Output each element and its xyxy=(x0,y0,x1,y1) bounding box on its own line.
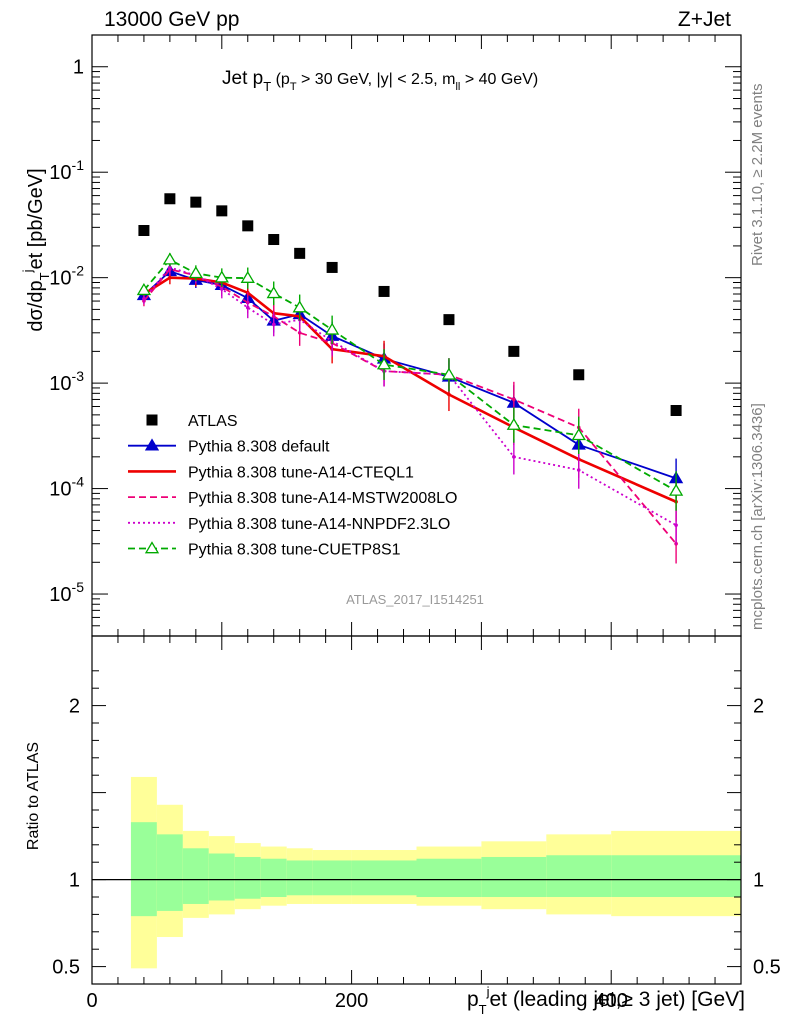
data-point xyxy=(162,252,178,265)
header-right: Z+Jet xyxy=(678,8,731,31)
data-point xyxy=(668,483,684,496)
legend-marker xyxy=(144,438,160,451)
ratio-inner-band xyxy=(312,860,352,896)
data-point xyxy=(188,266,203,279)
x-tick-label: 400 xyxy=(595,990,628,1012)
ratio-plot-panel: 0 200 400 0.5 0.5 1 1 2 2 xyxy=(52,635,781,1012)
data-point xyxy=(571,428,586,441)
ratio-inner-band xyxy=(351,860,417,896)
legend-swatch xyxy=(146,414,158,426)
series-0 xyxy=(138,193,682,416)
data-point xyxy=(190,196,202,208)
mcplots-label: mcplots.cern.ch [arXiv:1306.3436] xyxy=(749,403,766,630)
data-point xyxy=(240,270,255,283)
y-tick-label: 10-5 xyxy=(49,579,84,606)
ratio-y-tick-label: 1 xyxy=(69,870,80,892)
rivet-label: Rivet 3.1.10, ≥ 2.2M events xyxy=(749,84,766,267)
y-tick-label: 10-2 xyxy=(49,263,84,290)
legend-marker xyxy=(144,541,160,554)
data-point xyxy=(670,404,682,416)
data-point xyxy=(674,523,678,527)
ratio-y-tick-label-right: 0.5 xyxy=(753,957,781,979)
ratio-inner-band xyxy=(130,822,157,917)
data-point xyxy=(447,392,451,397)
data-point xyxy=(294,247,306,259)
data-point xyxy=(573,369,585,381)
data-point xyxy=(324,322,340,335)
data-point xyxy=(220,287,224,291)
legend-label: Pythia 8.308 tune-A14-MSTW2008LO xyxy=(188,490,457,507)
ratio-inner-band xyxy=(208,853,235,901)
ratio-inner-band xyxy=(481,856,547,897)
ratio-inner-band xyxy=(416,858,482,897)
main-ylabel: dσ/dpTjet [pb/GeV] xyxy=(20,168,52,331)
data-point xyxy=(508,345,520,357)
y-tick-label: 1 xyxy=(73,57,84,79)
main-plot-panel: 10-5 10-4 10-3 10-2 10-1 1 xyxy=(49,34,742,637)
plot-title: Jet pT (pT > 30 GeV, |y| < 2.5, mll > 40… xyxy=(222,68,538,94)
ratio-inner-band xyxy=(156,834,183,911)
data-point xyxy=(242,220,254,232)
series-5 xyxy=(136,252,684,511)
header-left: 13000 GeV pp xyxy=(104,8,239,31)
y-tick-label: 10-3 xyxy=(49,368,84,395)
ratio-inner-band xyxy=(182,848,209,904)
data-point xyxy=(512,397,516,402)
legend-label: Pythia 8.308 tune-CUETP8S1 xyxy=(188,542,401,559)
data-point xyxy=(164,193,176,205)
x-tick-label: 0 xyxy=(86,990,97,1012)
y-tick-label: 10-4 xyxy=(49,474,84,501)
series-2 xyxy=(142,270,678,522)
ratio-frame xyxy=(91,635,742,985)
data-point xyxy=(271,322,276,327)
data-point xyxy=(168,265,172,270)
ratio-inner-band xyxy=(234,856,261,899)
data-point xyxy=(376,357,392,370)
legend: ATLAS Pythia 8.308 default Pythia 8.308 tu… xyxy=(128,413,457,559)
ratio-inner-band xyxy=(546,855,612,897)
data-point xyxy=(297,331,302,335)
series-1 xyxy=(136,263,684,499)
series-line xyxy=(143,258,677,492)
data-point xyxy=(268,234,280,246)
ratio-inner-band xyxy=(611,855,741,897)
data-point xyxy=(326,261,338,273)
data-point xyxy=(378,285,390,297)
data-point xyxy=(506,417,521,430)
ratio-y-tick-label-right: 2 xyxy=(753,696,764,718)
data-point xyxy=(168,275,172,280)
data-point xyxy=(266,286,281,299)
ratio-y-tick-label-right: 1 xyxy=(753,870,764,892)
data-point xyxy=(292,300,307,313)
data-point xyxy=(441,367,457,380)
legend-label: Pythia 8.308 tune-A14-NNPDF2.3LO xyxy=(188,516,450,533)
x-tick-label: 200 xyxy=(335,990,368,1012)
analysis-watermark: ATLAS_2017_I1514251 xyxy=(346,592,484,607)
data-point xyxy=(136,282,152,296)
ratio-y-tick-label: 0.5 xyxy=(52,957,80,979)
ratio-y-tick-label: 2 xyxy=(69,696,80,718)
y-tick-label: 10-1 xyxy=(49,157,84,184)
data-point xyxy=(214,270,229,283)
data-point xyxy=(576,468,581,472)
data-point xyxy=(245,305,250,310)
legend-label: Pythia 8.308 default xyxy=(188,439,330,456)
ratio-ylabel: Ratio to ATLAS xyxy=(25,742,42,850)
series-line xyxy=(143,266,677,526)
data-point xyxy=(512,455,516,459)
legend-label: ATLAS xyxy=(188,413,238,430)
ratio-inner-band xyxy=(286,860,313,896)
ratio-inner-band xyxy=(260,858,287,897)
legend-label: Pythia 8.308 tune-A14-CTEQL1 xyxy=(188,464,414,481)
data-point xyxy=(138,225,150,237)
data-point xyxy=(443,314,455,326)
data-point xyxy=(216,205,228,217)
data-point xyxy=(142,297,146,301)
